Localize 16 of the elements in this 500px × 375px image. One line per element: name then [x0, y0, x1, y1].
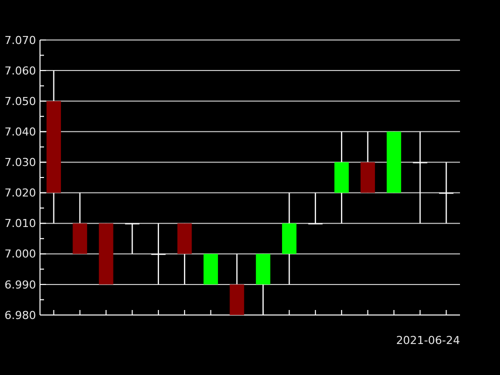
y-tick-label: 7.010 — [4, 217, 36, 230]
candlestick — [125, 222, 140, 254]
candlestick — [412, 131, 428, 224]
y-tick-label: 6.980 — [4, 308, 36, 322]
y-tick-label: 6.990 — [4, 278, 36, 292]
y-tick-label: 7.050 — [4, 94, 36, 108]
candlestick — [308, 192, 323, 224]
y-tick-label: 7.070 — [4, 34, 36, 47]
y-tick-label: 7.040 — [4, 126, 36, 139]
y-tick-label: 7.060 — [4, 64, 36, 78]
x-axis-title: 2021-06-24 — [396, 334, 460, 347]
y-tick-label: 7.020 — [4, 186, 36, 200]
y-tick-label: 7.000 — [4, 248, 36, 261]
candlestick — [439, 162, 454, 224]
candlestick — [151, 222, 166, 286]
y-tick-label: 7.030 — [4, 156, 36, 170]
